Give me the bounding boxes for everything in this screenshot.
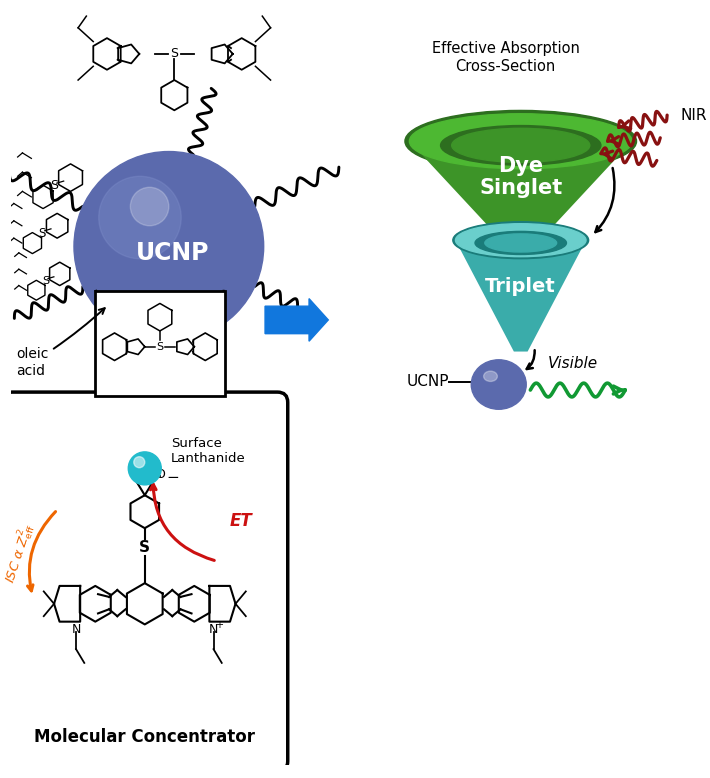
Text: NIR: NIR [681, 107, 707, 123]
Text: Triplet: Triplet [486, 278, 556, 296]
Text: S: S [50, 180, 58, 192]
Text: O: O [155, 468, 165, 481]
Text: oleic
acid: oleic acid [16, 308, 104, 377]
Ellipse shape [441, 125, 601, 165]
Circle shape [99, 177, 181, 259]
Text: S: S [38, 226, 46, 240]
Text: ISC $\alpha$ $Z_\mathrm{eff}^{2}$: ISC $\alpha$ $Z_\mathrm{eff}^{2}$ [1, 520, 40, 587]
Text: S: S [156, 342, 163, 352]
Text: S: S [170, 47, 178, 61]
Ellipse shape [453, 222, 589, 258]
Ellipse shape [471, 359, 526, 409]
Text: N: N [209, 623, 218, 636]
Text: Surface
Lanthanide: Surface Lanthanide [171, 437, 246, 465]
Ellipse shape [475, 231, 567, 254]
Text: −: − [166, 470, 179, 485]
Ellipse shape [485, 234, 557, 252]
Text: +: + [215, 620, 223, 630]
Ellipse shape [405, 110, 637, 172]
Ellipse shape [452, 128, 590, 163]
Ellipse shape [484, 371, 498, 381]
Text: UCNP: UCNP [407, 373, 449, 388]
Text: Visible: Visible [548, 356, 598, 371]
Circle shape [133, 457, 145, 468]
Text: UCNP: UCNP [136, 241, 209, 265]
FancyBboxPatch shape [94, 291, 225, 395]
Text: O: O [128, 465, 137, 478]
Circle shape [131, 187, 169, 226]
Polygon shape [455, 240, 586, 352]
FancyBboxPatch shape [2, 392, 288, 772]
Text: S: S [42, 276, 49, 286]
Circle shape [74, 152, 263, 342]
Text: Effective Absorption
Cross-Section: Effective Absorption Cross-Section [432, 41, 579, 74]
Text: Molecular Concentrator: Molecular Concentrator [34, 728, 256, 746]
Text: ET: ET [229, 512, 252, 531]
Ellipse shape [455, 224, 586, 257]
Circle shape [129, 452, 161, 485]
Polygon shape [410, 142, 632, 239]
Text: Dye
Singlet: Dye Singlet [479, 156, 562, 198]
Text: N: N [72, 623, 81, 636]
Bar [518, 239, 524, 240]
Text: S: S [139, 540, 151, 555]
FancyArrow shape [265, 299, 328, 342]
Ellipse shape [410, 114, 632, 169]
